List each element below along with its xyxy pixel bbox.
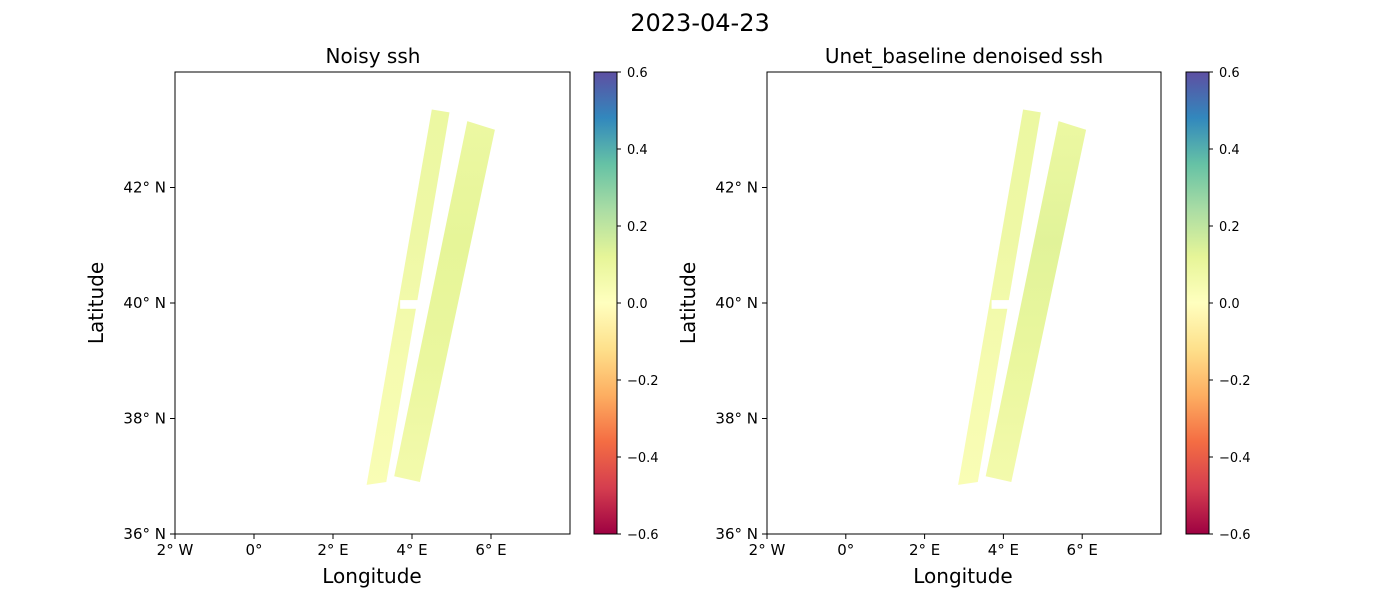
colorbar-tick-label: −0.2 <box>1219 374 1251 389</box>
colorbar-tick-label: 0.4 <box>627 143 648 158</box>
ssh-swath-left <box>366 109 450 485</box>
x-tick-label: 0° <box>245 541 262 559</box>
colorbar-tick-label: 0.6 <box>1219 66 1240 81</box>
x-tick-label: 2° E <box>909 541 940 559</box>
colorbar-tick-label: −0.4 <box>1219 451 1251 466</box>
colorbar-tick-label: 0.4 <box>1219 143 1240 158</box>
y-tick-label: 40° N <box>715 294 758 312</box>
x-tick-label: 2° W <box>157 541 194 559</box>
y-tick-label: 36° N <box>123 525 166 543</box>
y-axis-label: Latitude <box>676 262 700 344</box>
colorbar-tick-label: −0.6 <box>1219 528 1251 543</box>
panel-title: Unet_baseline denoised ssh <box>825 44 1103 68</box>
panel-denoised-ssh: Unet_baseline denoised ssh 2° W 0° 2° E 4° E… <box>676 44 1251 588</box>
y-tick-label: 38° N <box>123 410 166 428</box>
y-tick-label: 36° N <box>715 525 758 543</box>
y-axis-label: Latitude <box>84 262 108 344</box>
figure-title: 2023-04-23 <box>630 9 769 37</box>
y-tick-label: 38° N <box>715 410 758 428</box>
colorbar-tick-label: −0.6 <box>627 528 659 543</box>
colorbar-tick-label: 0.2 <box>1219 220 1240 235</box>
x-tick-label: 4° E <box>988 541 1019 559</box>
x-tick-label: 2° E <box>317 541 348 559</box>
x-tick-label: 6° E <box>1067 541 1098 559</box>
y-tick-label: 42° N <box>123 179 166 197</box>
x-tick-label: 2° W <box>749 541 786 559</box>
colorbar-tick-label: 0.0 <box>1219 297 1240 312</box>
x-tick-label: 4° E <box>396 541 427 559</box>
x-tick-label: 0° <box>837 541 854 559</box>
colorbar <box>593 71 618 535</box>
colorbar-tick-label: −0.2 <box>627 374 659 389</box>
y-tick-label: 42° N <box>715 179 758 197</box>
colorbar-tick-label: 0.6 <box>627 66 648 81</box>
ssh-swath-left <box>958 109 1041 485</box>
ssh-swath-right <box>394 121 495 482</box>
data-gap <box>991 300 1014 309</box>
x-axis-label: Longitude <box>913 564 1012 588</box>
colorbar <box>1185 71 1210 535</box>
colorbar-tick-label: 0.0 <box>627 297 648 312</box>
y-tick-label: 40° N <box>123 294 166 312</box>
data-gap <box>400 300 422 309</box>
colorbar-tick-label: −0.4 <box>627 451 659 466</box>
x-tick-label: 6° E <box>475 541 506 559</box>
ssh-swath-right <box>985 121 1087 482</box>
colorbar-tick-label: 0.2 <box>627 220 648 235</box>
panel-noisy-ssh: Noisy ssh 2° W 0° 2° E 4° E 6° E 36° N 38° N 40°… <box>84 44 659 588</box>
panel-title: Noisy ssh <box>326 44 421 68</box>
x-axis-label: Longitude <box>322 564 421 588</box>
